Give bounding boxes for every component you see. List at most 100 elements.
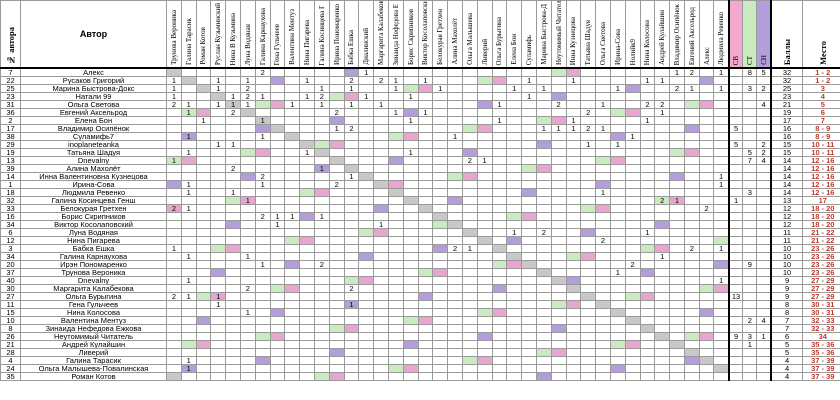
vote-cell xyxy=(639,332,656,341)
vote-cell: 1 xyxy=(595,188,611,197)
vote-cell xyxy=(535,148,552,157)
cb-cell xyxy=(727,100,744,109)
vote-cell xyxy=(506,172,523,181)
vote-cell xyxy=(698,148,715,157)
vote-cell xyxy=(669,316,685,325)
table-row: 39 Алина Махолёт 2 1 14 12 - 16 xyxy=(0,164,840,173)
vote-cell xyxy=(358,372,375,381)
vote-cell xyxy=(343,67,360,77)
score-cell: 8 xyxy=(769,300,804,309)
vote-cell xyxy=(565,236,582,245)
vote-cell: 1 xyxy=(713,180,730,189)
vote-cell xyxy=(669,116,685,125)
vote-cell xyxy=(669,236,685,245)
vote-cell xyxy=(683,276,700,285)
vote-cell xyxy=(447,116,463,125)
vote-cell xyxy=(506,124,523,133)
vote-cell xyxy=(313,236,330,245)
place-cell: 35 - 36 xyxy=(802,348,840,357)
vote-cell xyxy=(654,124,671,133)
vote-cell: 1 xyxy=(343,100,360,109)
vote-cell xyxy=(269,196,286,205)
vote-cell xyxy=(535,332,552,341)
vote-cell xyxy=(713,108,730,117)
vote-cell xyxy=(624,116,641,125)
vote-cell: 1 xyxy=(180,356,197,365)
vote-cell xyxy=(609,292,626,301)
vote-cell xyxy=(328,172,345,181)
vote-cell xyxy=(521,188,537,197)
vote-cell xyxy=(166,348,182,357)
place-cell: 12 - 16 xyxy=(802,164,840,173)
vote-cell: 1 xyxy=(328,124,345,133)
place-cell: 21 - 22 xyxy=(802,236,840,245)
ct-cell: 9 xyxy=(742,260,758,269)
vote-cell xyxy=(491,308,508,317)
author-name: Андрей Кулайшин xyxy=(20,340,167,349)
vote-cell xyxy=(461,124,478,133)
vote-cell xyxy=(476,316,493,325)
vote-cell xyxy=(402,284,419,293)
vote-cell xyxy=(698,140,715,149)
vote-cell xyxy=(328,67,345,77)
vote-cell xyxy=(239,244,256,253)
vote-cell xyxy=(166,268,182,277)
vote-cell xyxy=(624,156,641,165)
vote-cell xyxy=(580,236,597,245)
vote-cell xyxy=(284,316,301,325)
judge-column-header: Нина Пигарева xyxy=(299,0,315,69)
vote-cell xyxy=(521,372,537,381)
vote-cell xyxy=(373,260,389,269)
vote-cell: 1 xyxy=(195,116,212,125)
author-name: Неутомимый Читатель xyxy=(20,332,167,341)
vote-cell: 1 xyxy=(639,228,656,237)
vote-cell xyxy=(417,324,434,333)
vote-cell xyxy=(284,196,301,205)
vote-cell xyxy=(624,332,641,341)
vote-cell xyxy=(210,316,227,325)
vote-cell xyxy=(535,180,552,189)
vote-cell xyxy=(535,204,552,213)
vote-cell xyxy=(609,252,626,261)
vote-cell: 1 xyxy=(166,84,182,93)
vote-cell xyxy=(195,156,212,165)
vote-cell xyxy=(447,220,463,229)
score-cell: 14 xyxy=(769,172,804,181)
vote-cell xyxy=(402,292,419,301)
vote-cell xyxy=(373,180,389,189)
vote-cell xyxy=(447,172,463,181)
vote-cell xyxy=(565,67,582,77)
score-cell: 9 xyxy=(769,276,804,285)
vote-cell xyxy=(387,268,404,277)
place-cell: 12 - 16 xyxy=(802,180,840,189)
author-number: 22 xyxy=(0,76,21,85)
vote-cell xyxy=(461,148,478,157)
vote-cell xyxy=(476,236,493,245)
header-row: № автора Автор Трунова Вероника Галина Та… xyxy=(0,0,840,69)
vote-cell: 1 xyxy=(166,92,182,101)
vote-cell xyxy=(432,156,449,165)
author-number: 35 xyxy=(0,372,21,381)
vote-cell xyxy=(476,364,493,373)
vote-cell xyxy=(535,348,552,357)
vote-cell: 1 xyxy=(713,67,730,77)
vote-cell: 1 xyxy=(210,76,227,85)
cb-cell xyxy=(727,364,744,373)
cb-cell xyxy=(727,92,744,101)
header-author-number: № автора xyxy=(0,0,21,69)
vote-cell xyxy=(639,172,656,181)
table-row: 1 Ирина-Сова 1 1 2 1 14 12 - 16 xyxy=(0,180,840,189)
vote-cell xyxy=(358,252,375,261)
score-cell: 23 xyxy=(769,92,804,101)
author-number: 16 xyxy=(0,212,21,221)
vote-cell xyxy=(639,324,656,333)
vote-cell xyxy=(476,356,493,365)
vote-cell xyxy=(269,236,286,245)
vote-cell xyxy=(225,300,241,309)
vote-cell xyxy=(432,236,449,245)
ct-cell xyxy=(742,180,758,189)
vote-cell xyxy=(254,356,271,365)
vote-cell xyxy=(343,276,360,285)
vote-cell xyxy=(580,76,597,85)
